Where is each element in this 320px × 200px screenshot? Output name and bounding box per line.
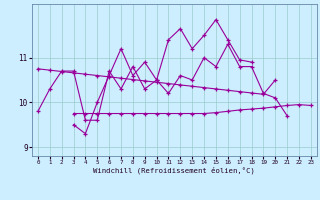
X-axis label: Windchill (Refroidissement éolien,°C): Windchill (Refroidissement éolien,°C)	[93, 167, 255, 174]
